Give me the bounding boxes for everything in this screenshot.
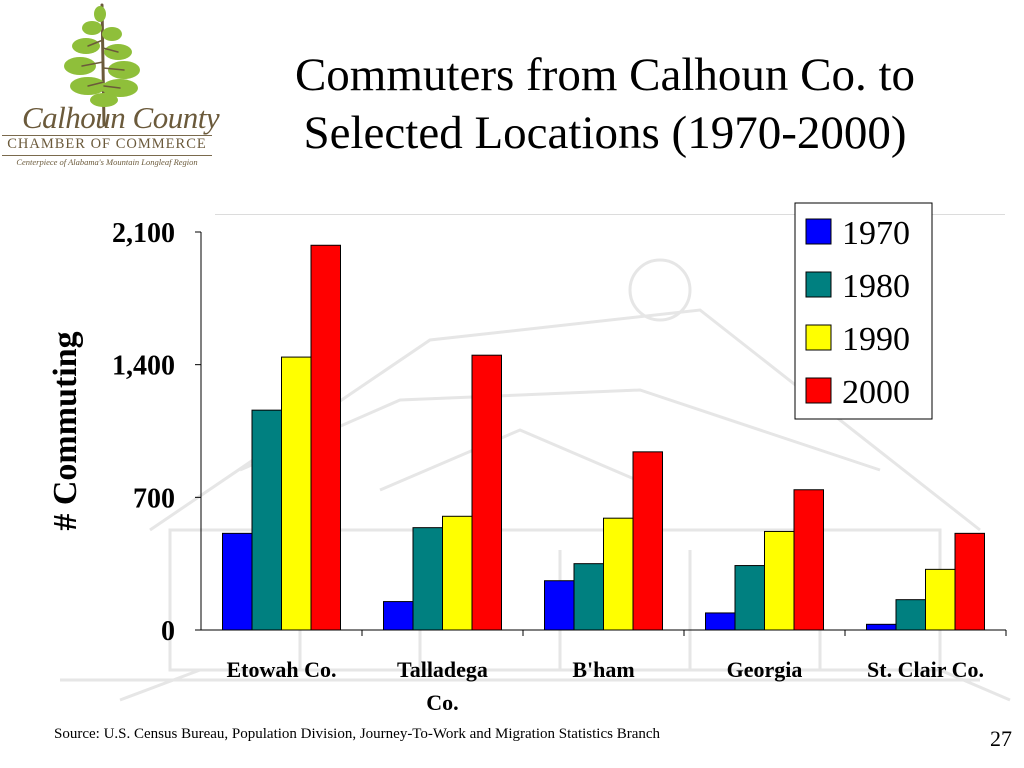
bar-2000 (954, 532, 985, 631)
legend-swatch (805, 377, 832, 404)
bar-2000 (793, 489, 824, 631)
bar-1980 (251, 409, 282, 631)
logo-name: Calhoun County (22, 100, 220, 135)
page-number: 27 (990, 726, 1012, 751)
y-tick-label: 1,400 (112, 351, 175, 382)
y-tick-label: 2,100 (112, 218, 175, 249)
bar-1970 (866, 623, 897, 631)
x-tick-label: B'ham (572, 657, 634, 682)
bar-1970 (705, 612, 736, 631)
bar-1970 (383, 601, 414, 631)
bar-1990 (603, 517, 634, 631)
pine-tree-icon (64, 3, 140, 127)
bar-1970 (544, 580, 575, 631)
logo-tagline: Centerpiece of Alabama's Mountain Longle… (16, 157, 198, 167)
logo-subtitle: CHAMBER OF COMMERCE (7, 136, 207, 152)
bar-2000 (310, 244, 341, 631)
bar-1980 (412, 527, 443, 631)
bar-1990 (442, 515, 473, 631)
legend-swatch (805, 271, 832, 298)
x-tick-label: Co. (426, 690, 458, 715)
bar-1980 (573, 563, 604, 631)
calhoun-county-logo: Calhoun County CHAMBER OF COMMERCE Cente… (0, 0, 220, 185)
x-tick-label: Talladega (397, 657, 488, 682)
page-title: Commuters from Calhoun Co. to Selected L… (205, 46, 1005, 162)
y-tick-label: 700 (133, 483, 175, 514)
legend-swatch (805, 218, 832, 245)
legend-label: 1990 (842, 321, 910, 358)
bar-1990 (281, 356, 312, 631)
y-axis-label: # Commuting (47, 331, 84, 530)
bar-1970 (222, 532, 253, 631)
x-tick-label: Georgia (727, 657, 803, 682)
title-line-2: Selected Locations (1970-2000) (303, 107, 907, 159)
legend-label: 1980 (842, 268, 910, 305)
x-tick-label: St. Clair Co. (867, 657, 984, 682)
bar-2000 (632, 451, 663, 631)
logo-divider (2, 135, 212, 136)
legend-label: 2000 (842, 374, 910, 411)
bar-1990 (925, 568, 956, 631)
title-divider (215, 214, 1005, 215)
bar-1980 (895, 599, 926, 631)
source-note: Source: U.S. Census Bureau, Population D… (54, 726, 661, 742)
bar-1980 (734, 565, 765, 631)
legend-swatch (805, 324, 832, 351)
y-tick-label: 0 (161, 616, 175, 647)
title-line-1: Commuters from Calhoun Co. to (294, 49, 916, 101)
logo-divider (2, 155, 212, 156)
legend-label: 1970 (842, 215, 910, 252)
x-tick-label: Etowah Co. (226, 657, 336, 682)
bar-2000 (471, 354, 502, 631)
bar-1990 (764, 530, 795, 631)
bar-chart: 0 700 1,400 2,100 # Commuting Etowah Co. Talla… (47, 202, 1007, 715)
